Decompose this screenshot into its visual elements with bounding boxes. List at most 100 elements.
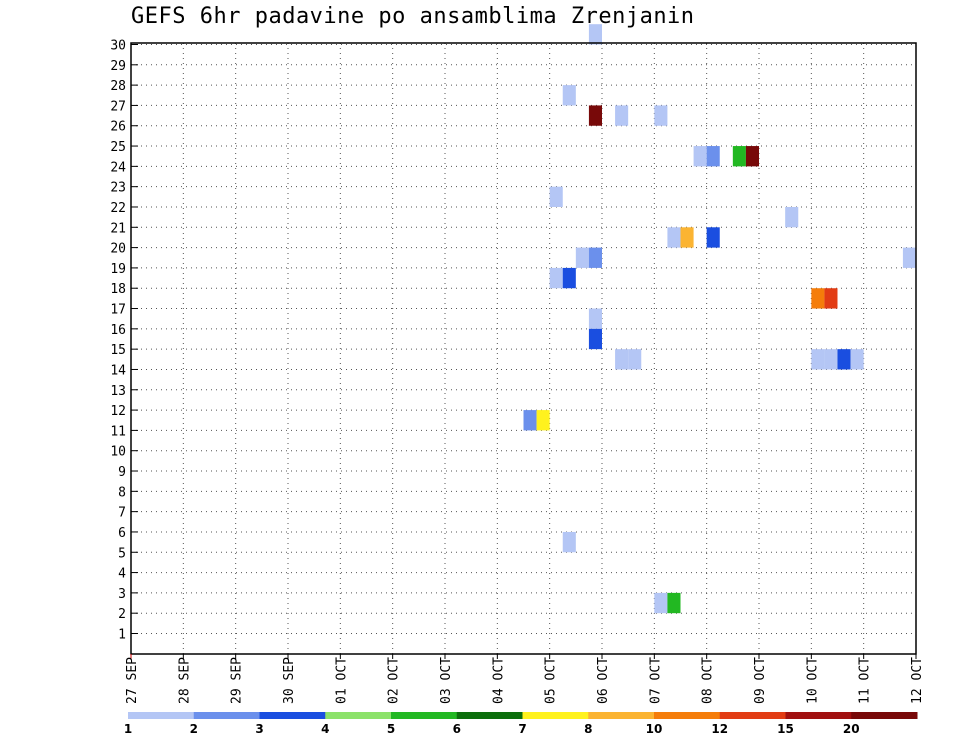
x-tick-label: 11 OCT — [858, 657, 873, 704]
y-axis: 1234567891011121314151617181920212223242… — [110, 39, 138, 643]
precip-cell — [811, 288, 825, 309]
y-tick-label: 22 — [110, 201, 126, 216]
y-tick-label: 16 — [110, 323, 126, 338]
legend-swatch — [851, 712, 918, 719]
precip-cell — [680, 227, 694, 248]
x-tick-label: 04 OCT — [491, 657, 506, 704]
precip-cell — [588, 24, 602, 45]
y-tick-label: 11 — [110, 424, 126, 439]
x-tick-label: 03 OCT — [439, 657, 454, 704]
x-tick-label: 07 OCT — [648, 657, 663, 704]
y-tick-label: 17 — [110, 303, 126, 318]
precip-cell — [654, 105, 668, 126]
x-tick-label: 01 OCT — [334, 657, 349, 704]
precip-cell — [667, 227, 681, 248]
y-tick-label: 14 — [110, 363, 126, 378]
y-tick-label: 27 — [110, 99, 126, 114]
y-tick-label: 2 — [118, 607, 126, 622]
precip-cell — [536, 410, 550, 431]
precip-cell — [562, 85, 576, 106]
y-tick-label: 8 — [118, 485, 126, 500]
legend-label: 6 — [453, 722, 461, 736]
x-tick-label: 05 OCT — [544, 657, 559, 704]
x-axis: 27 SEP 28 SEP 29 SEP 30 SEP 01 OCT 02 OCT 03 O… — [125, 654, 925, 704]
precip-cell — [562, 267, 576, 289]
x-tick-label: 29 SEP — [230, 657, 245, 704]
y-tick-label: 20 — [110, 242, 126, 257]
precip-cell — [837, 349, 851, 370]
legend-label: 15 — [777, 722, 794, 736]
precip-cell — [732, 146, 746, 167]
precip-cell — [562, 531, 576, 553]
y-tick-label: 12 — [110, 404, 126, 419]
legend-swatch — [522, 712, 589, 719]
y-tick-label: 4 — [118, 567, 126, 582]
y-tick-label: 10 — [110, 445, 126, 460]
color-legend: 1 2 3 4 5 6 7 8 10 12 15 20 — [124, 712, 918, 736]
legend-label: 3 — [255, 722, 263, 736]
y-tick-label: 28 — [110, 79, 126, 94]
legend-swatch — [456, 712, 523, 719]
y-tick-label: 24 — [110, 160, 126, 175]
y-tick-label: 13 — [110, 384, 126, 399]
precip-cell — [628, 349, 642, 370]
precip-cell — [575, 247, 589, 268]
precip-cell — [523, 410, 537, 431]
x-tick-label: 09 OCT — [753, 657, 768, 704]
legend-label: 8 — [584, 722, 592, 736]
y-tick-label: 23 — [110, 181, 126, 196]
x-tick-label: 30 SEP — [282, 657, 297, 704]
y-tick-label: 18 — [110, 282, 126, 297]
data-cells — [523, 24, 916, 614]
precip-cell — [654, 592, 668, 614]
legend-swatch — [391, 712, 458, 719]
y-tick-label: 7 — [118, 506, 126, 521]
precip-cell — [706, 146, 720, 167]
legend-swatch — [259, 712, 326, 719]
x-tick-label: 08 OCT — [701, 657, 716, 704]
legend-label: 7 — [518, 722, 526, 736]
precip-cell — [693, 146, 707, 167]
y-tick-label: 15 — [110, 343, 126, 358]
precip-cell — [549, 267, 563, 289]
y-tick-label: 1 — [118, 628, 126, 643]
y-tick-label: 25 — [110, 140, 126, 155]
x-tick-label: 12 OCT — [910, 657, 925, 704]
precip-cell — [785, 206, 799, 228]
y-tick-label: 21 — [110, 221, 126, 236]
legend-swatch — [128, 712, 195, 719]
y-tick-label: 9 — [118, 465, 126, 480]
x-tick-label: 27 SEP — [125, 657, 140, 704]
x-tick-label: 28 SEP — [177, 657, 192, 704]
precip-cell — [850, 349, 864, 370]
legend-swatch — [785, 712, 852, 719]
legend-swatch — [588, 712, 655, 719]
precip-cell — [615, 349, 629, 370]
precip-cell — [615, 105, 629, 126]
legend-label: 4 — [321, 722, 329, 736]
precip-cell — [588, 247, 602, 268]
legend-label: 5 — [387, 722, 395, 736]
precip-cell — [902, 247, 916, 268]
y-tick-label: 30 — [110, 39, 126, 54]
y-tick-label: 3 — [118, 587, 126, 602]
y-tick-label: 26 — [110, 120, 126, 135]
legend-swatch — [654, 712, 721, 719]
legend-swatch — [193, 712, 260, 719]
precip-cell — [811, 349, 825, 370]
precip-cell — [549, 186, 563, 207]
precip-cell — [824, 288, 838, 309]
legend-label: 12 — [711, 722, 728, 736]
x-tick-label: 10 OCT — [805, 657, 820, 704]
legend-label: 1 — [124, 722, 132, 736]
x-tick-label: 02 OCT — [387, 657, 402, 704]
grid-lines — [131, 43, 916, 654]
precip-cell — [588, 308, 602, 329]
x-tick-label: 06 OCT — [596, 657, 611, 704]
precip-cell — [824, 349, 838, 370]
y-tick-label: 6 — [118, 526, 126, 541]
legend-label: 20 — [843, 722, 860, 736]
y-tick-label: 5 — [118, 546, 126, 561]
y-tick-label: 29 — [110, 59, 126, 74]
precip-cell — [588, 105, 602, 126]
